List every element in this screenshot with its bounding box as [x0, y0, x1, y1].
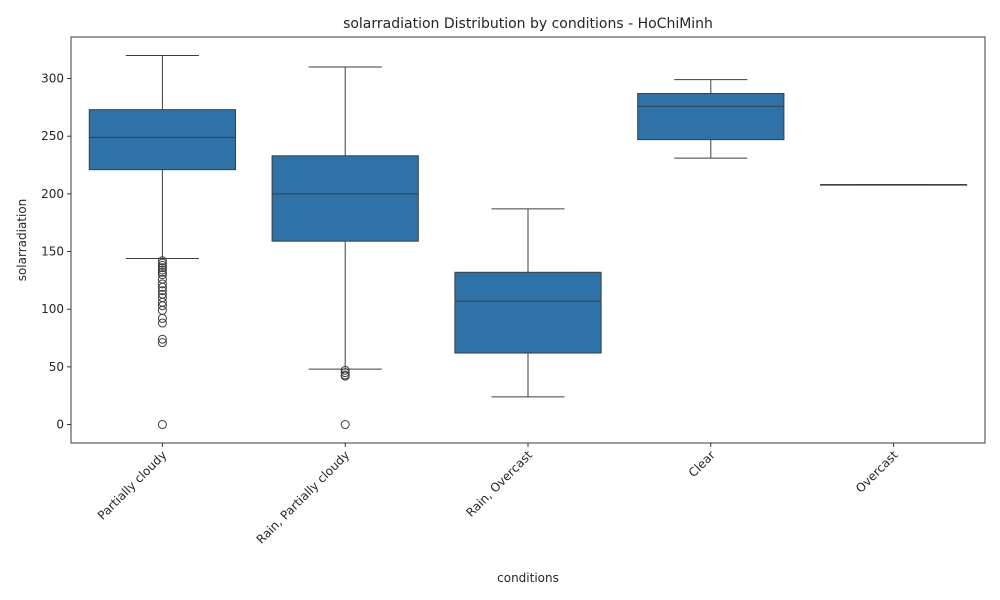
x-tick-label: Rain, Overcast [463, 448, 535, 520]
outlier-point [340, 365, 350, 375]
outlier-point [157, 282, 167, 292]
box [637, 93, 785, 141]
box-group [271, 66, 419, 430]
outlier-point [157, 256, 167, 266]
outlier-point [157, 279, 167, 289]
outlier-point [157, 260, 167, 270]
plot-area: 0 50 100 150 200 250 300 Partially cloudy Rain, … [41, 36, 986, 547]
box-group [819, 184, 968, 186]
outlier-point [340, 420, 350, 430]
y-tick-label: 0 [56, 418, 64, 432]
x-tick-label: Rain, Partially cloudy [254, 448, 353, 547]
outlier-point [157, 318, 167, 328]
x-axis-label: conditions [497, 571, 559, 585]
box-group [637, 79, 785, 159]
y-axis-label: solarradiation [15, 199, 29, 282]
box [88, 109, 237, 171]
outlier-point [157, 265, 167, 275]
y-tick-label: 100 [41, 302, 64, 316]
box-group [88, 54, 237, 430]
outlier-point [157, 313, 167, 323]
outlier-point [157, 286, 167, 296]
x-tick-label: Overcast [853, 448, 901, 496]
y-tick-label: 150 [41, 245, 64, 259]
chart-title: solarradiation Distribution by condition… [343, 16, 713, 32]
y-tick-label: 300 [41, 72, 64, 86]
outlier-point [157, 420, 167, 430]
y-tick-label: 200 [41, 187, 64, 201]
x-tick-label: Clear [686, 448, 718, 480]
outlier-point [157, 267, 167, 277]
outlier-point [157, 270, 167, 280]
outlier-point [157, 338, 167, 348]
outlier-point [157, 305, 167, 315]
box [454, 271, 602, 354]
outlier-point [340, 368, 350, 378]
y-tick-label: 250 [41, 129, 64, 143]
x-tick-label: Partially cloudy [95, 448, 170, 523]
outlier-point [157, 258, 167, 268]
outlier-point [157, 301, 167, 311]
outlier-point [157, 334, 167, 344]
outlier-point [340, 371, 350, 381]
box-group [454, 208, 602, 398]
y-tick-label: 50 [49, 360, 64, 374]
box [271, 155, 419, 242]
outlier-point [157, 263, 167, 273]
